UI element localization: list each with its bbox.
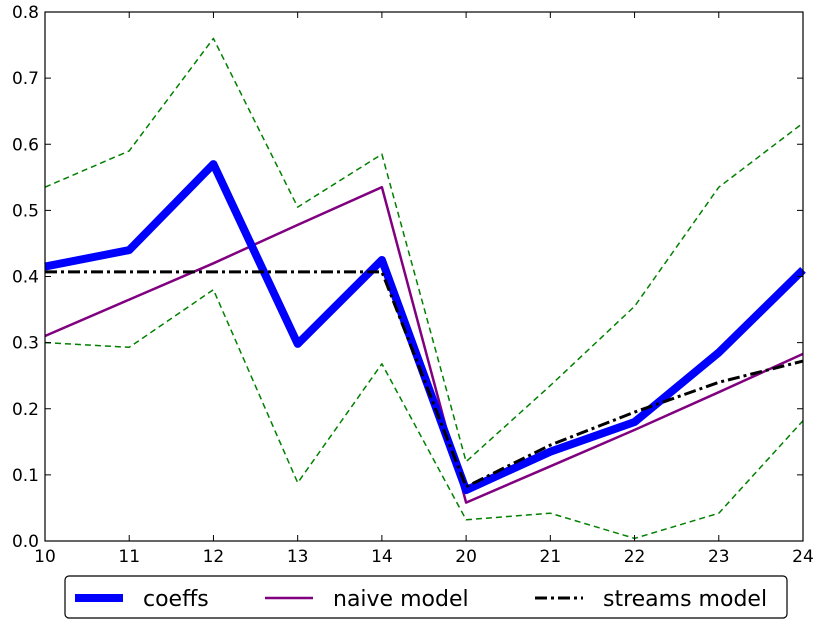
y-tick-label: 0.3 [12,334,39,354]
axis-ticks: 10 11 12 13 14 20 21 22 23 24 0.0 0.1 0.2 0.3 0.4 0.5 0.… [12,3,814,567]
plot-frame [44,11,804,542]
y-tick-label: 0.1 [12,466,39,486]
legend-label-streams-model: streams model [603,587,767,612]
y-tick-label: 0.5 [12,201,39,221]
series-line-naive-model [44,185,804,504]
series-line-confidence-band-4 [44,288,804,540]
x-tick-label: 21 [540,547,562,567]
y-tick-label: 0.7 [12,69,39,89]
x-tick-label: 12 [203,547,225,567]
x-tick-label: 11 [118,547,140,567]
series-line-confidence-band-3 [44,37,804,463]
legend-box [64,575,788,619]
plot-lines [44,37,806,540]
x-tick-label: 22 [624,547,646,567]
y-tick-label: 0.2 [12,400,39,420]
y-tick-label: 0.0 [12,532,39,552]
series-line-coeffs [44,160,806,495]
series-line-streams-model [45,270,804,489]
x-tick-label: 20 [455,547,477,567]
x-tick-label: 24 [792,547,814,567]
y-tick-label: 0.6 [12,135,39,155]
y-tick-label: 0.4 [12,268,39,288]
legend-label-naive-model: naive model [333,587,469,612]
x-tick-label: 14 [371,547,393,567]
x-tick-label: 13 [287,547,309,567]
legend-label-coeffs: coeffs [143,587,209,612]
legend: coeffs naive model streams model [64,575,788,619]
y-tick-label: 0.8 [12,3,39,23]
x-tick-label: 10 [34,547,56,567]
x-tick-label: 23 [708,547,730,567]
